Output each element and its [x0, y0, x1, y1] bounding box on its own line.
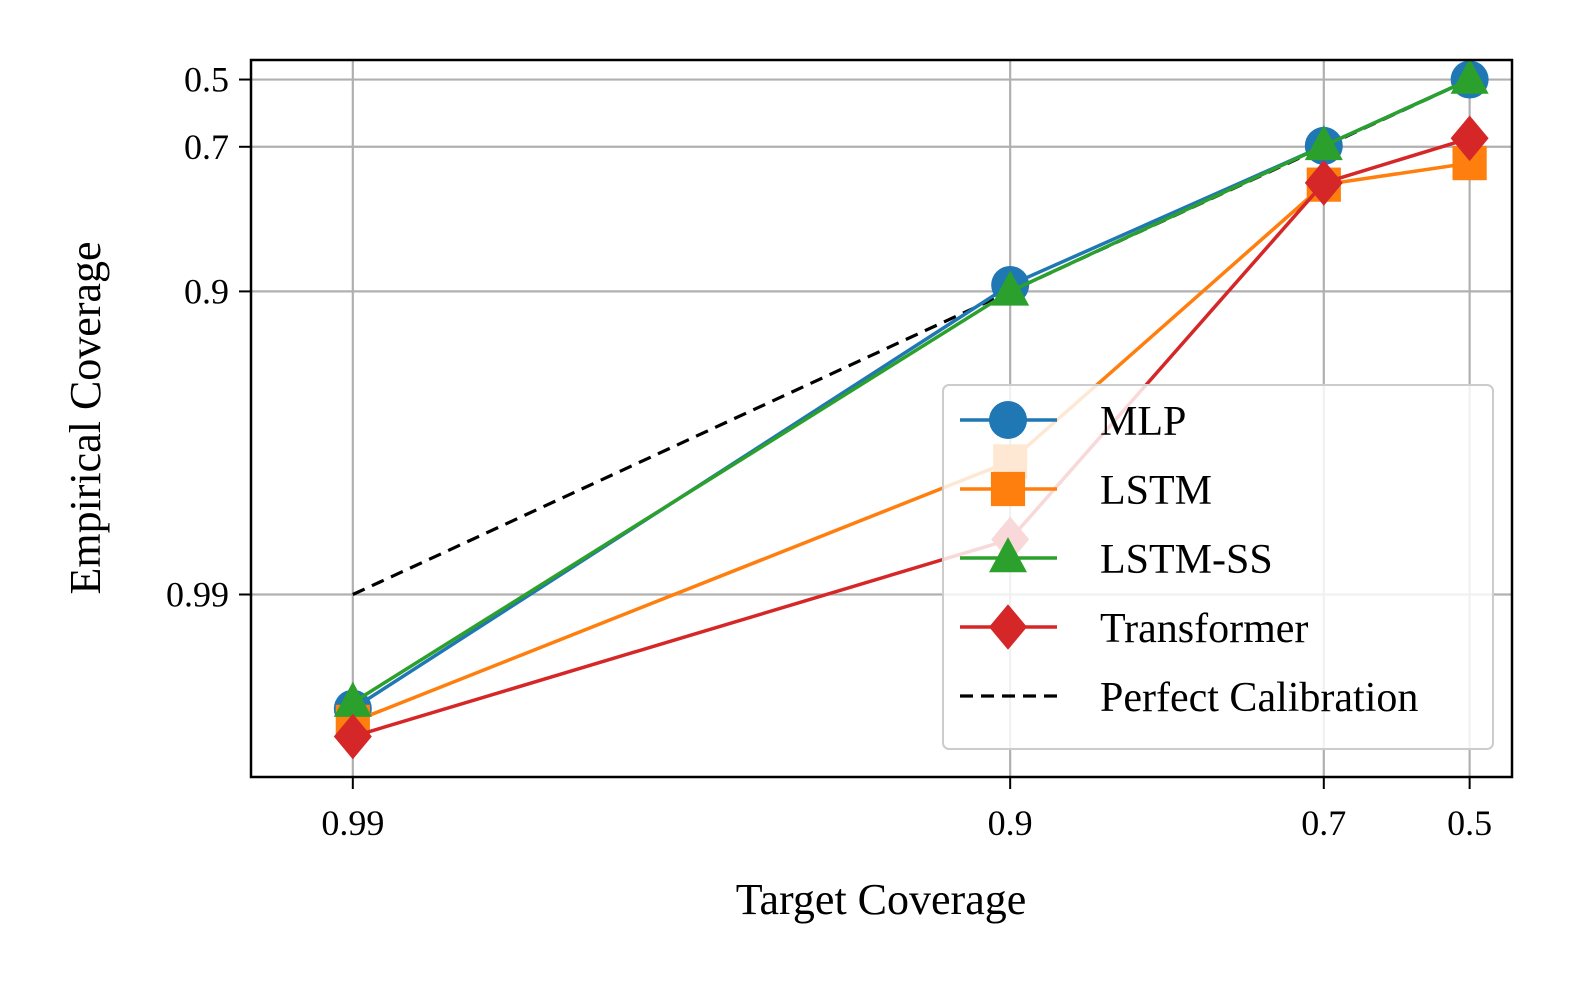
lstm-ss-point: [991, 270, 1030, 306]
legend-box: [942, 384, 1494, 750]
plot-frame: [249, 58, 1514, 779]
y-axis-label: Empirical Coverage: [61, 241, 110, 594]
series-lstm-ss: [333, 58, 1489, 717]
lstm-ss-point: [333, 681, 372, 717]
legend-label-lstm: LSTM: [1100, 468, 1212, 514]
transformer-point: [333, 713, 372, 760]
x-tick-label: 0.9: [988, 803, 1033, 843]
lstm-ss-point: [1450, 58, 1489, 94]
x-axis-label: Target Coverage: [736, 875, 1027, 924]
x-tick-label: 0.7: [1301, 803, 1346, 843]
legend-marker-lstm-ss: [989, 537, 1027, 573]
legend-marker-lstm: [990, 471, 1026, 507]
transformer-point: [1450, 115, 1489, 162]
x-tick-label: 0.5: [1447, 803, 1492, 843]
y-tick-label: 0.7: [184, 127, 229, 167]
legend-label-perfect-calibration: Perfect Calibration: [1100, 675, 1418, 721]
perfect-calibration-line: [352, 78, 1471, 596]
y-tick-label: 0.5: [184, 60, 229, 100]
perfect-calibration-layer: [352, 78, 1471, 596]
y-tick-label: 0.99: [166, 575, 229, 615]
transformer-line: [352, 136, 1471, 739]
lstm-ss-point: [1304, 125, 1343, 161]
legend-items: MLP LSTM LSTM-SS Transformer Perfect Calibra…: [960, 399, 1418, 721]
ticks: 0.99 0.9 0.7 0.5 0.5 0.7 0.9 0.99: [166, 60, 1492, 843]
lstm-line: [352, 161, 1470, 724]
legend-label-lstm-ss: LSTM-SS: [1100, 537, 1273, 583]
x-tick-label: 0.99: [321, 803, 384, 843]
legend-label-mlp: MLP: [1100, 399, 1186, 445]
lstm-ss-line: [351, 77, 1471, 705]
legend-label-transformer: Transformer: [1100, 606, 1308, 652]
legend-marker-mlp: [989, 401, 1027, 439]
y-tick-label: 0.9: [184, 271, 229, 311]
legend: MLP LSTM LSTM-SS Transformer Perfect Calibra…: [942, 384, 1494, 750]
legend-marker-transformer: [989, 604, 1027, 650]
transformer-point: [1304, 160, 1343, 206]
